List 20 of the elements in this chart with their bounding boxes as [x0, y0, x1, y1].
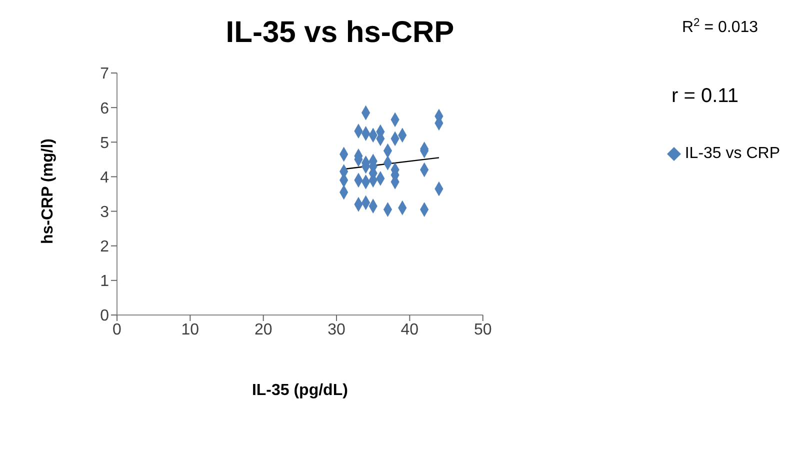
- chart-title: IL-35 vs hs-CRP: [226, 16, 454, 49]
- y-tick-label: 3: [100, 204, 110, 221]
- y-tick-label: 0: [100, 308, 110, 325]
- x-tick-label: 50: [474, 321, 492, 338]
- text: r = 0.11: [672, 85, 738, 107]
- y-tick-label: 7: [100, 66, 110, 83]
- x-tick-label: 40: [400, 321, 419, 338]
- y-tick-label: 2: [100, 238, 110, 256]
- text: R$^{2}$ = 0.013: [682, 17, 758, 36]
- y-tick-label: 1: [100, 273, 110, 290]
- y-tick-label: 4: [100, 169, 110, 186]
- x-tick-label: 10: [181, 321, 200, 338]
- x-tick-label: 30: [328, 321, 346, 338]
- y-axis-title: hs-CRP (mg/l): [40, 138, 57, 244]
- y-tick-label: 5: [100, 134, 110, 152]
- x-tick-label: 0: [112, 321, 122, 338]
- x-tick-label: 20: [254, 321, 272, 338]
- x-axis-title: IL-35 (pg/dL): [252, 382, 348, 399]
- y-tick-label: 6: [100, 100, 110, 118]
- legend-label: IL-35 vs CRP: [684, 145, 780, 163]
